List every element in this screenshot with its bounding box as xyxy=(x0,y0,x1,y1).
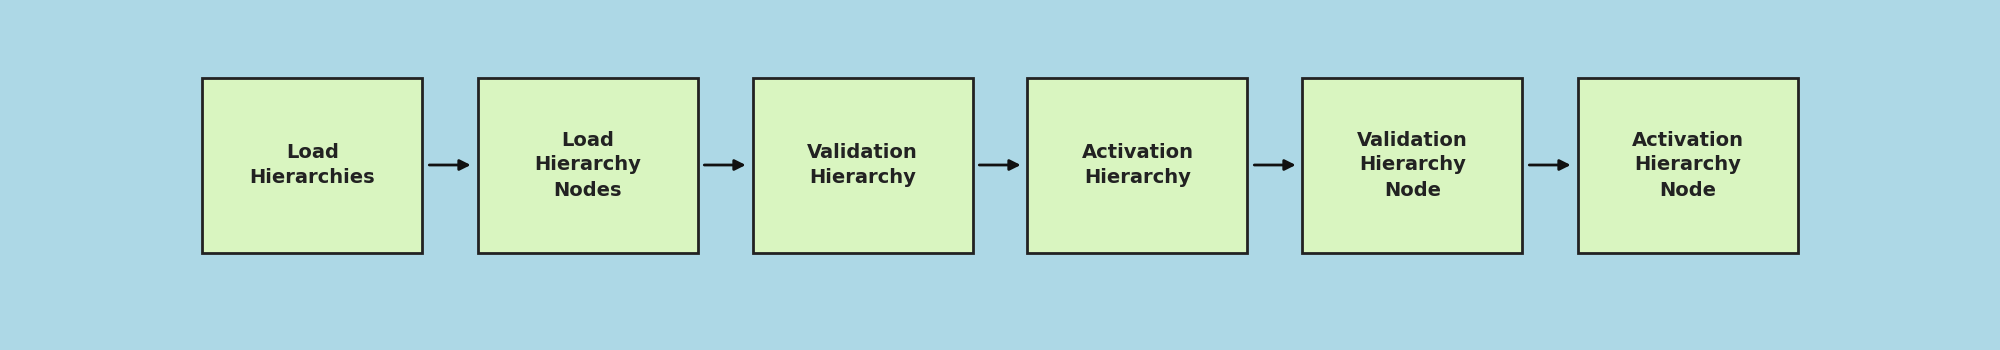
FancyBboxPatch shape xyxy=(1578,77,1798,252)
Text: Validation
Hierarchy: Validation Hierarchy xyxy=(808,143,918,187)
FancyBboxPatch shape xyxy=(478,77,698,252)
FancyBboxPatch shape xyxy=(1302,77,1522,252)
Text: Validation
Hierarchy
Node: Validation Hierarchy Node xyxy=(1358,131,1468,200)
FancyBboxPatch shape xyxy=(1028,77,1248,252)
Text: Activation
Hierarchy
Node: Activation Hierarchy Node xyxy=(1632,131,1744,200)
FancyBboxPatch shape xyxy=(202,77,422,252)
Text: Load
Hierarchy
Nodes: Load Hierarchy Nodes xyxy=(534,131,640,200)
Text: Load
Hierarchies: Load Hierarchies xyxy=(250,143,376,187)
Text: Activation
Hierarchy: Activation Hierarchy xyxy=(1082,143,1194,187)
FancyBboxPatch shape xyxy=(752,77,972,252)
